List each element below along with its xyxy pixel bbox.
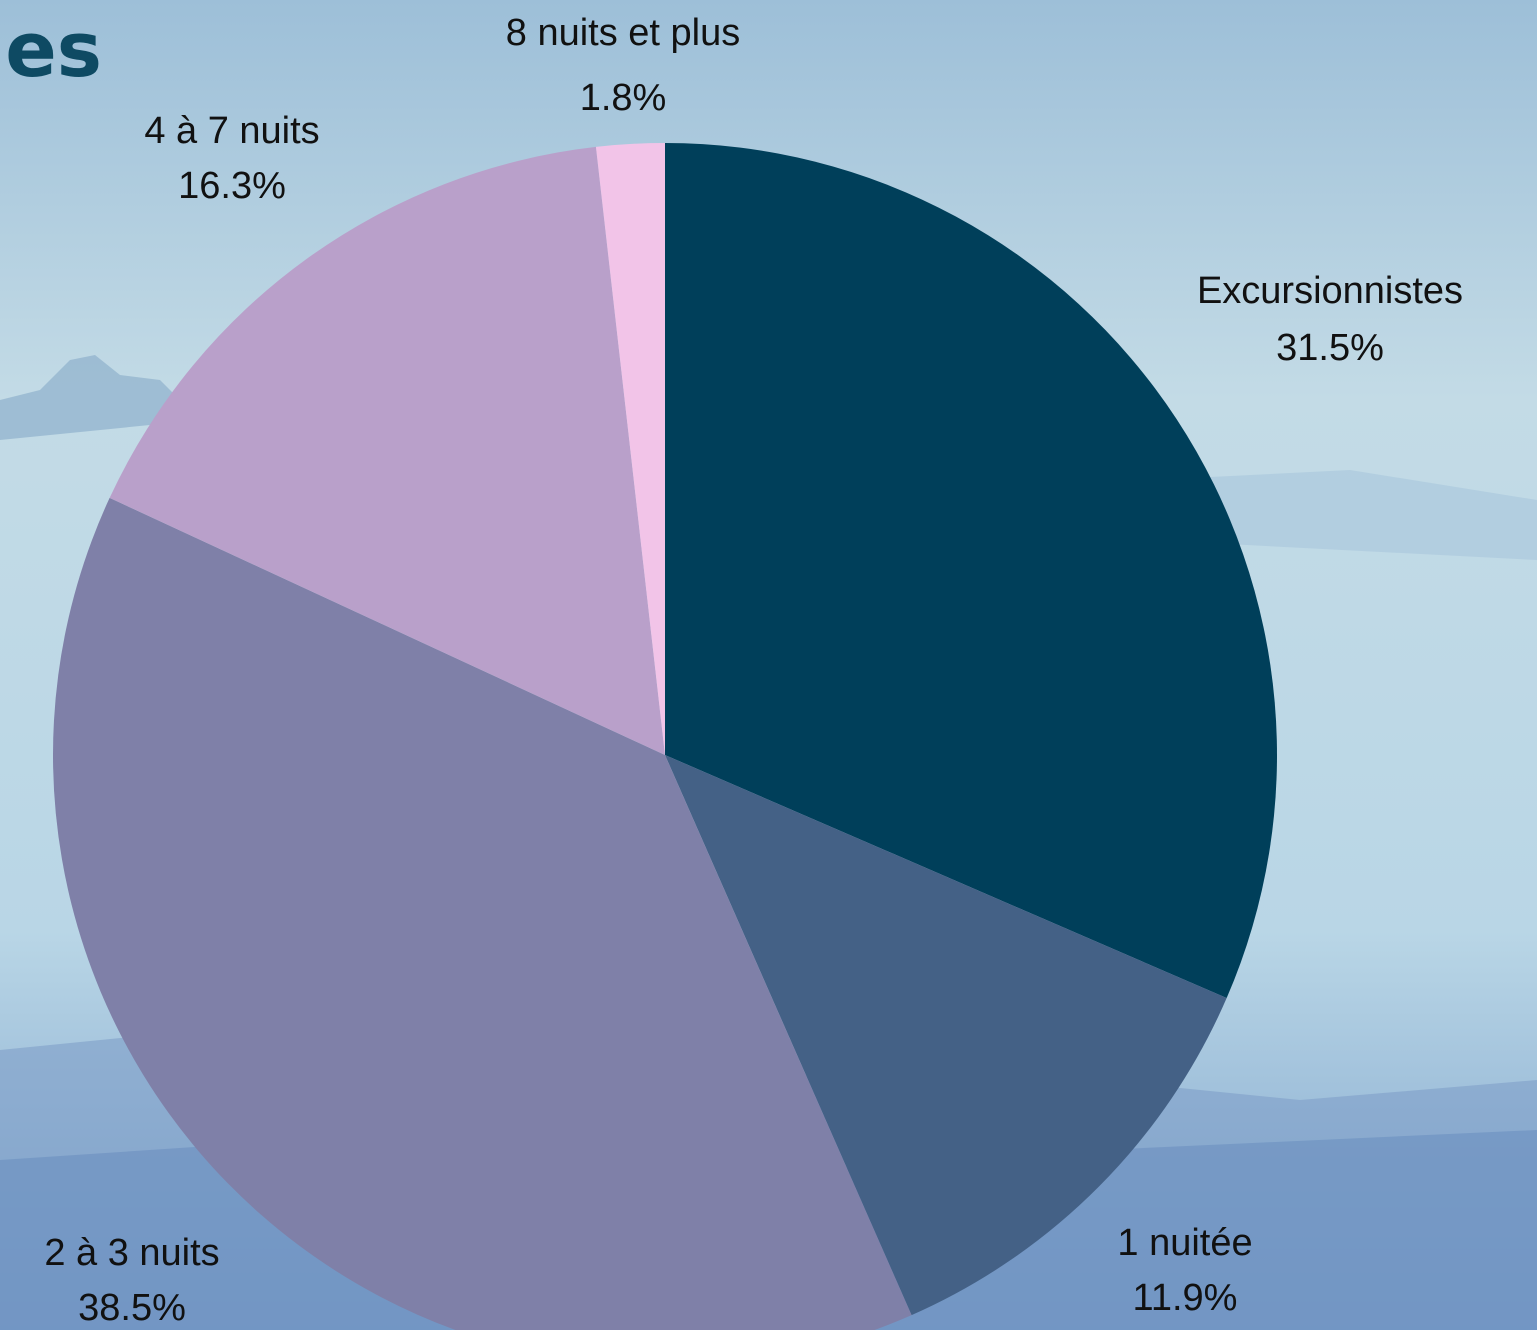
slice-label: Excursionnistes: [1197, 270, 1463, 312]
pie-slice: [109, 146, 666, 755]
chart-title: es: [5, 5, 102, 94]
mountain: [0, 355, 200, 440]
slice-value-label: 31.5%: [1276, 327, 1384, 369]
slice-value-label: 11.9%: [1133, 1277, 1238, 1319]
pie-slice: [665, 143, 1277, 999]
pie-slice: [595, 143, 665, 755]
slice-label: 8 nuits et plus: [506, 12, 740, 54]
slice-value-label: 1.8%: [580, 77, 667, 119]
pie-slice: [665, 755, 1227, 1316]
slice-label: 4 à 7 nuits: [144, 110, 319, 152]
slice-value-label: 38.5%: [78, 1287, 186, 1329]
slice-label: 2 à 3 nuits: [44, 1232, 219, 1274]
slice-label: 1 nuitée: [1117, 1222, 1252, 1264]
slice-value-label: 16.3%: [178, 165, 286, 207]
mountain: [1150, 470, 1537, 560]
pie-slice: [53, 497, 912, 1330]
